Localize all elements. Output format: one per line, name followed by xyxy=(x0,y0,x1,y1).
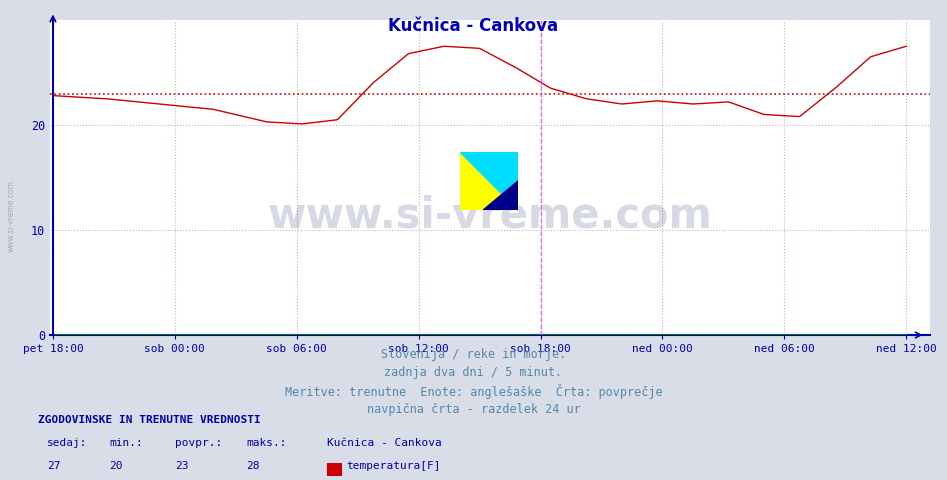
Text: povpr.:: povpr.: xyxy=(175,438,223,448)
Text: 23: 23 xyxy=(175,461,188,471)
Text: Kučnica - Cankova: Kučnica - Cankova xyxy=(388,17,559,35)
Text: 28: 28 xyxy=(246,461,259,471)
Text: 20: 20 xyxy=(109,461,122,471)
Text: min.:: min.: xyxy=(109,438,143,448)
Text: maks.:: maks.: xyxy=(246,438,287,448)
Text: Meritve: trenutne  Enote: anglešaške  Črta: povprečje: Meritve: trenutne Enote: anglešaške Črta… xyxy=(285,384,662,399)
Text: ZGODOVINSKE IN TRENUTNE VREDNOSTI: ZGODOVINSKE IN TRENUTNE VREDNOSTI xyxy=(38,415,260,425)
Text: Slovenija / reke in morje.: Slovenija / reke in morje. xyxy=(381,348,566,361)
Text: www.si-vreme.com: www.si-vreme.com xyxy=(7,180,16,252)
Text: www.si-vreme.com: www.si-vreme.com xyxy=(268,194,712,236)
Text: sedaj:: sedaj: xyxy=(47,438,88,448)
Text: temperatura[F]: temperatura[F] xyxy=(347,461,441,471)
Text: zadnja dva dni / 5 minut.: zadnja dva dni / 5 minut. xyxy=(384,366,563,379)
Text: navpična črta - razdelek 24 ur: navpična črta - razdelek 24 ur xyxy=(366,403,581,416)
Text: 27: 27 xyxy=(47,461,61,471)
Polygon shape xyxy=(460,152,518,210)
Text: Kučnica - Cankova: Kučnica - Cankova xyxy=(327,438,441,448)
Polygon shape xyxy=(483,181,518,210)
